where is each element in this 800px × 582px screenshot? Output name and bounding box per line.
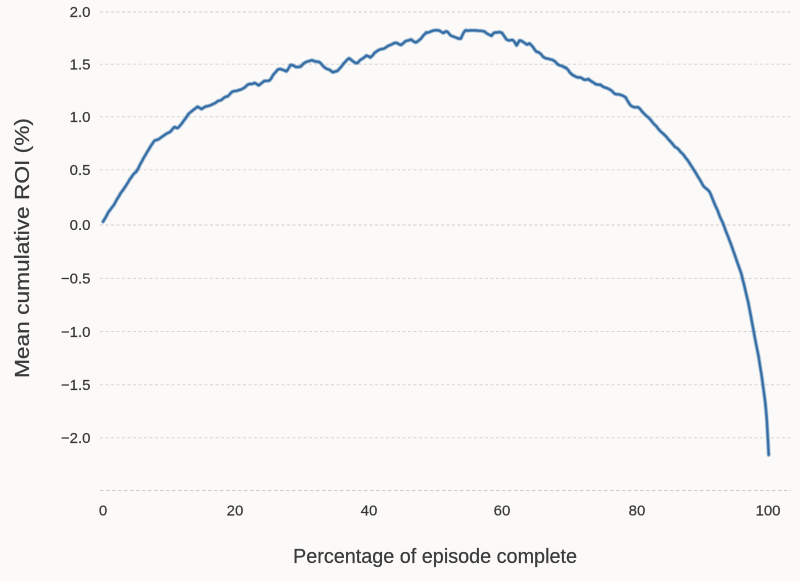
svg-text:−1.5: −1.5 (61, 377, 91, 394)
svg-text:0.5: 0.5 (70, 162, 91, 179)
svg-text:40: 40 (361, 503, 378, 520)
svg-text:−0.5: −0.5 (61, 271, 91, 288)
svg-text:Percentage of episode complete: Percentage of episode complete (293, 546, 577, 568)
svg-text:80: 80 (629, 503, 646, 520)
svg-text:Mean cumulative ROI (%): Mean cumulative ROI (%) (12, 118, 34, 378)
svg-text:−1.0: −1.0 (61, 324, 91, 341)
svg-text:0: 0 (99, 503, 107, 520)
svg-text:60: 60 (494, 503, 511, 520)
svg-text:1.0: 1.0 (70, 109, 91, 126)
svg-text:100: 100 (755, 503, 780, 520)
svg-text:1.5: 1.5 (70, 56, 91, 73)
svg-text:0.0: 0.0 (70, 217, 91, 234)
svg-text:2.0: 2.0 (70, 4, 91, 21)
svg-text:20: 20 (227, 503, 244, 520)
svg-text:−2.0: −2.0 (61, 430, 91, 447)
